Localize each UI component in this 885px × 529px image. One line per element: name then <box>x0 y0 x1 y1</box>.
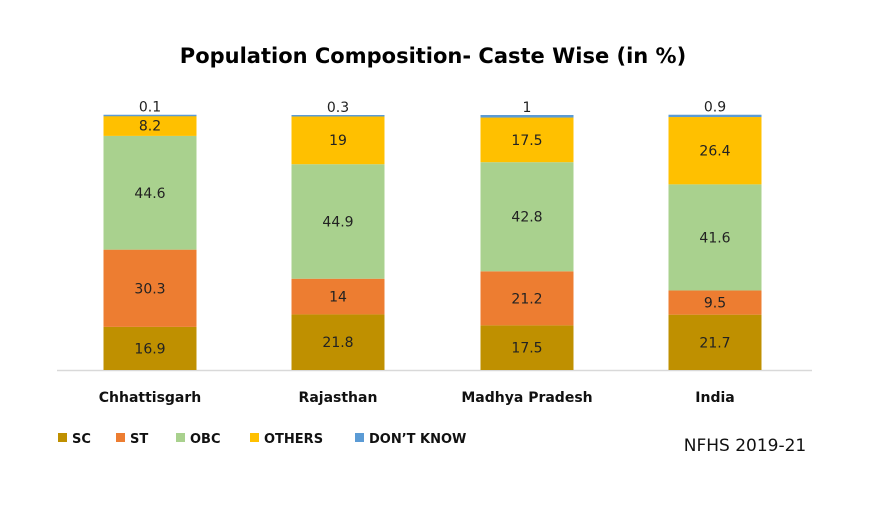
bar-segment-sc <box>668 314 762 370</box>
bar-segment-others <box>291 115 385 165</box>
data-label-don-t-know: 0.3 <box>327 100 349 116</box>
data-label-obc: 42.8 <box>511 210 542 226</box>
legend-label: OBC <box>190 432 221 447</box>
legend-swatch <box>355 433 364 442</box>
legend-label: OTHERS <box>264 432 323 447</box>
data-label-others: 17.5 <box>511 133 542 149</box>
bar-segment-st <box>103 249 197 327</box>
data-label-don-t-know: 1 <box>523 100 532 116</box>
data-label-others: 26.4 <box>699 144 730 160</box>
bar-segment-st <box>668 290 762 315</box>
bar-segment-obc <box>668 184 762 291</box>
legend-label: DON’T KNOW <box>369 432 466 447</box>
category-label: Madhya Pradesh <box>461 390 592 406</box>
bar-segment-don-t-know <box>668 114 762 118</box>
legend-item-sc: SC <box>58 432 91 447</box>
data-label-sc: 17.5 <box>511 341 542 357</box>
data-label-others: 19 <box>329 133 347 149</box>
bar-segment-don-t-know <box>480 115 574 118</box>
legend-swatch <box>116 433 125 442</box>
bar-segment-others <box>103 115 197 136</box>
legend-label: SC <box>72 432 91 447</box>
bar-segment-others <box>480 117 574 163</box>
legend-swatch <box>176 433 185 442</box>
bar-segment-don-t-know <box>291 115 385 117</box>
data-label-st: 14 <box>329 290 347 306</box>
data-label-others: 8.2 <box>139 118 161 134</box>
legend-item-don-t-know: DON’T KNOW <box>355 432 466 447</box>
data-label-obc: 41.6 <box>699 230 730 246</box>
data-label-don-t-know: 0.9 <box>704 100 726 116</box>
category-label: India <box>695 390 734 406</box>
data-label-sc: 16.9 <box>134 341 165 357</box>
data-label-sc: 21.8 <box>322 335 353 351</box>
bar-segment-st <box>480 271 574 326</box>
legend-swatch <box>250 433 259 442</box>
category-label: Rajasthan <box>299 390 378 406</box>
data-label-st: 30.3 <box>134 281 165 297</box>
data-label-sc: 21.7 <box>699 335 730 351</box>
bar-segment-obc <box>480 162 574 272</box>
source-note: NFHS 2019-21 <box>684 436 807 456</box>
bar-segment-obc <box>291 164 385 279</box>
bar-segment-st <box>291 278 385 315</box>
data-label-don-t-know: 0.1 <box>139 100 161 116</box>
data-label-obc: 44.6 <box>134 186 165 202</box>
bar-segment-sc <box>480 325 574 370</box>
legend-item-obc: OBC <box>176 432 221 447</box>
bar-segment-obc <box>103 135 197 250</box>
bar-segment-others <box>668 117 762 185</box>
bar-segment-sc <box>291 314 385 370</box>
legend-label: ST <box>130 432 148 447</box>
legend-item-others: OTHERS <box>250 432 323 447</box>
category-label: Chhattisgarh <box>99 390 202 406</box>
legend-item-st: ST <box>116 432 148 447</box>
data-label-st: 9.5 <box>704 296 726 312</box>
data-label-obc: 44.9 <box>322 214 353 230</box>
bar-segment-don-t-know <box>103 114 197 117</box>
legend-swatch <box>58 433 67 442</box>
data-label-st: 21.2 <box>511 291 542 307</box>
chart-title: Population Composition- Caste Wise (in %… <box>180 44 686 68</box>
bar-segment-sc <box>103 326 197 370</box>
